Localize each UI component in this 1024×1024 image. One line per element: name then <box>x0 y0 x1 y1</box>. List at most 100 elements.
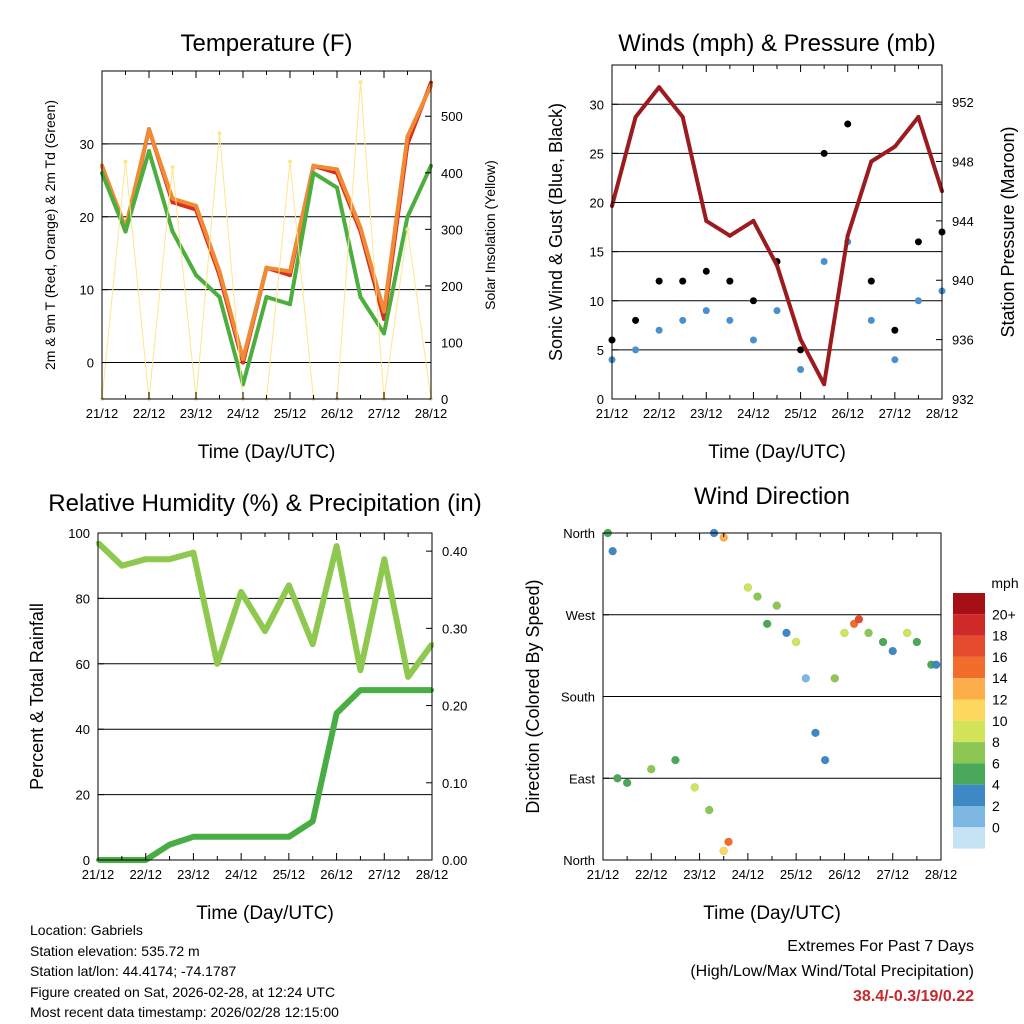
y-tick-label: 20 <box>76 788 90 803</box>
data-point <box>167 842 172 847</box>
data-point <box>680 114 685 119</box>
data-point <box>239 834 244 839</box>
x-tick-label: 24/12 <box>732 867 765 882</box>
data-point <box>704 218 709 223</box>
data-point <box>335 167 339 172</box>
data-point <box>726 316 734 324</box>
data-point <box>217 131 222 136</box>
data-point <box>844 120 852 128</box>
data-point <box>123 229 128 234</box>
colorbar-swatch <box>953 593 985 615</box>
data-point <box>382 688 387 693</box>
data-point <box>822 382 827 387</box>
colorbar-swatch <box>953 827 985 849</box>
direction-point <box>704 805 714 815</box>
y2-tick-label: 952 <box>952 95 974 110</box>
data-point <box>335 185 339 190</box>
x-tick-label: 25/12 <box>780 867 813 882</box>
direction-point <box>820 755 830 765</box>
colorbar-swatch <box>953 614 985 636</box>
data-point <box>334 544 339 549</box>
colorbar-swatch <box>953 678 985 700</box>
x-tick-label: 25/12 <box>784 406 817 421</box>
x-tick-label: 28/12 <box>415 406 448 421</box>
data-point <box>382 557 387 562</box>
direction-point <box>613 774 622 783</box>
data-point <box>891 326 899 334</box>
x-tick-label: 21/12 <box>86 406 119 421</box>
y2-tick-label: 400 <box>441 166 463 181</box>
x-tick-label: 23/12 <box>683 867 716 882</box>
colorbar-label: 2 <box>992 798 1000 814</box>
x-axis-label: Time (Day/UTC) <box>198 442 336 463</box>
direction-point <box>622 778 632 788</box>
data-point <box>914 238 922 246</box>
data-point <box>655 326 663 334</box>
data-point <box>869 159 874 164</box>
y2-tick-label: 932 <box>952 392 974 407</box>
data-point <box>358 668 363 673</box>
y2-tick-label: 944 <box>952 214 974 229</box>
y-axis-label: Sonic Wind & Gust (Blue, Black) <box>546 103 566 361</box>
data-point <box>147 149 151 154</box>
series-line-solar-insolation <box>101 81 432 400</box>
y-tick-label: 30 <box>80 137 94 152</box>
data-point <box>263 834 267 839</box>
x-tick-label: 25/12 <box>273 867 306 882</box>
data-point <box>702 267 710 275</box>
y-axis-label: 2m & 9m T (Red, Orange) & 2m Td (Green) <box>42 100 58 370</box>
plot-frame <box>101 70 432 400</box>
x-tick-label: 24/12 <box>227 406 260 421</box>
data-point <box>215 834 220 839</box>
data-point <box>726 277 734 285</box>
data-point <box>334 711 339 716</box>
data-point <box>751 218 756 223</box>
data-point <box>914 297 922 305</box>
extremes-subtitle: (High/Low/Max Wind/Total Precipitation) <box>690 963 974 980</box>
x-tick-label: 26/12 <box>321 406 354 421</box>
data-point <box>288 302 292 307</box>
data-point <box>358 80 363 85</box>
data-point <box>916 114 921 119</box>
colorbar-swatch <box>953 699 985 721</box>
data-point <box>311 171 316 176</box>
series-line-2m-t <box>100 81 433 365</box>
colorbar-label: 6 <box>992 755 1000 771</box>
y-axis-label: Direction (Colored By Speed) <box>523 579 543 813</box>
colorbar-swatch <box>953 656 985 679</box>
data-point <box>406 688 411 693</box>
data-point <box>215 661 220 666</box>
data-point <box>264 294 269 299</box>
data-point <box>797 366 805 374</box>
elevation-text: Station elevation: 535.72 m <box>30 942 200 959</box>
direction-point <box>931 660 941 669</box>
y-tick-label: 10 <box>590 294 604 309</box>
y2-tick-label: 948 <box>952 154 974 169</box>
y2-tick-label: 0 <box>441 392 448 407</box>
colorbar-label: 16 <box>992 649 1008 665</box>
data-point <box>241 356 245 361</box>
data-point <box>358 225 363 230</box>
colorbar-swatch <box>953 635 985 657</box>
y-tick-label: 60 <box>76 657 90 672</box>
direction-point <box>743 583 753 592</box>
x-tick-label: 24/12 <box>737 406 770 421</box>
panel-temp: 21/12 22/12 23/12 24/12 25/12 26/12 27/12 28/12… <box>42 30 498 463</box>
y-tick-label: South <box>561 690 595 705</box>
x-tick-label: 27/12 <box>368 867 401 882</box>
direction-point <box>753 592 762 601</box>
x-tick-label: 21/12 <box>596 406 629 421</box>
data-point <box>194 203 198 208</box>
y-tick-label: 0 <box>87 356 94 371</box>
direction-point <box>782 628 791 638</box>
colorbar-swatch <box>953 763 985 785</box>
data-point <box>147 127 151 132</box>
data-point <box>820 257 828 265</box>
x-tick-label: 24/12 <box>225 867 258 882</box>
direction-point <box>671 755 680 765</box>
y-tick-label: East <box>569 771 595 786</box>
x-tick-label: 21/12 <box>587 867 620 882</box>
data-point <box>867 277 875 285</box>
colorbar-swatch <box>953 806 985 828</box>
